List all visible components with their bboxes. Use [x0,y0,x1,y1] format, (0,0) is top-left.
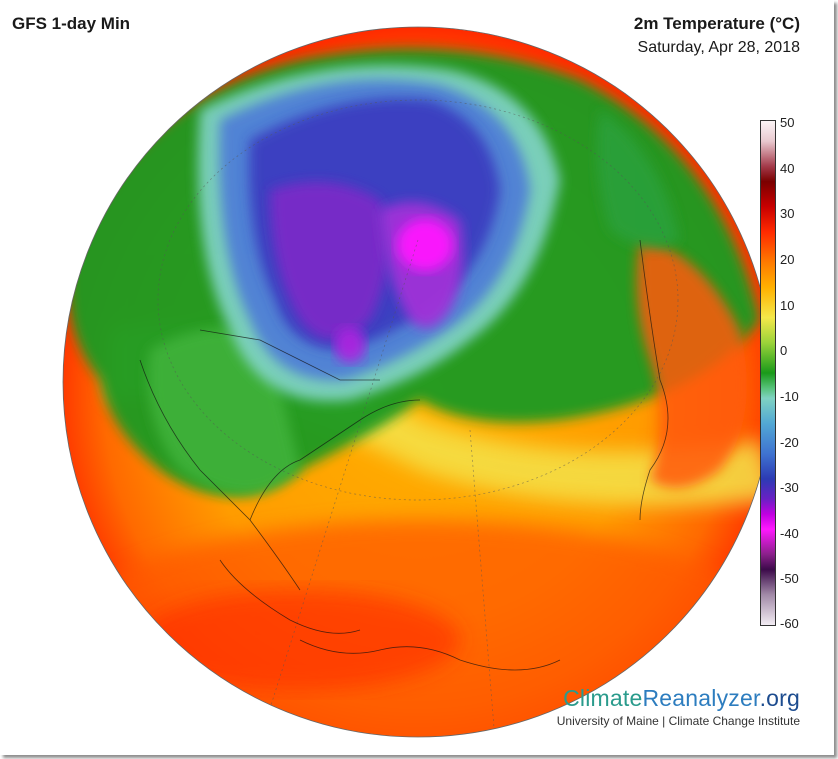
brand-block: ClimateReanalyzer.org University of Main… [557,685,800,728]
canadian-archipelago [270,182,388,340]
colorbar-tick: 20 [780,252,795,267]
logo-part-reanalyzer: Reanalyzer [642,685,760,711]
site-logo[interactable]: ClimateReanalyzer.org [557,685,800,712]
colorbar-tick: -60 [780,616,799,631]
colorbar-tick: -20 [780,435,799,450]
colorbar-tick: -10 [780,389,799,404]
scandinavia-land [596,110,680,248]
variable-label: 2m Temperature (°C) [633,14,800,33]
map-header: 2m Temperature (°C) Saturday, Apr 28, 20… [634,14,800,57]
logo-part-org: .org [759,685,800,711]
coldest-zone-icon [397,219,453,271]
colorbar-tick: 50 [780,115,795,130]
europe-warm [636,240,747,488]
colorbar-tick: 40 [780,161,795,176]
logo-part-climate: Climate [563,685,643,711]
colorbar-tick: 10 [780,298,795,313]
date-label: Saturday, Apr 28, 2018 [637,39,800,56]
colorbar-tick: -40 [780,526,799,541]
map-title: GFS 1-day Min [12,14,131,33]
color-scale-bar [760,120,776,626]
colorbar-tick: -30 [780,480,799,495]
graticule [157,99,679,737]
brand-subtitle: University of Maine | Climate Change Ins… [556,714,800,728]
coastlines [139,239,669,671]
colorbar-tick: -50 [780,571,799,586]
colorbar-tick: 0 [780,343,788,358]
colorbar-tick: 30 [780,206,795,221]
baffin-cold [334,327,366,363]
